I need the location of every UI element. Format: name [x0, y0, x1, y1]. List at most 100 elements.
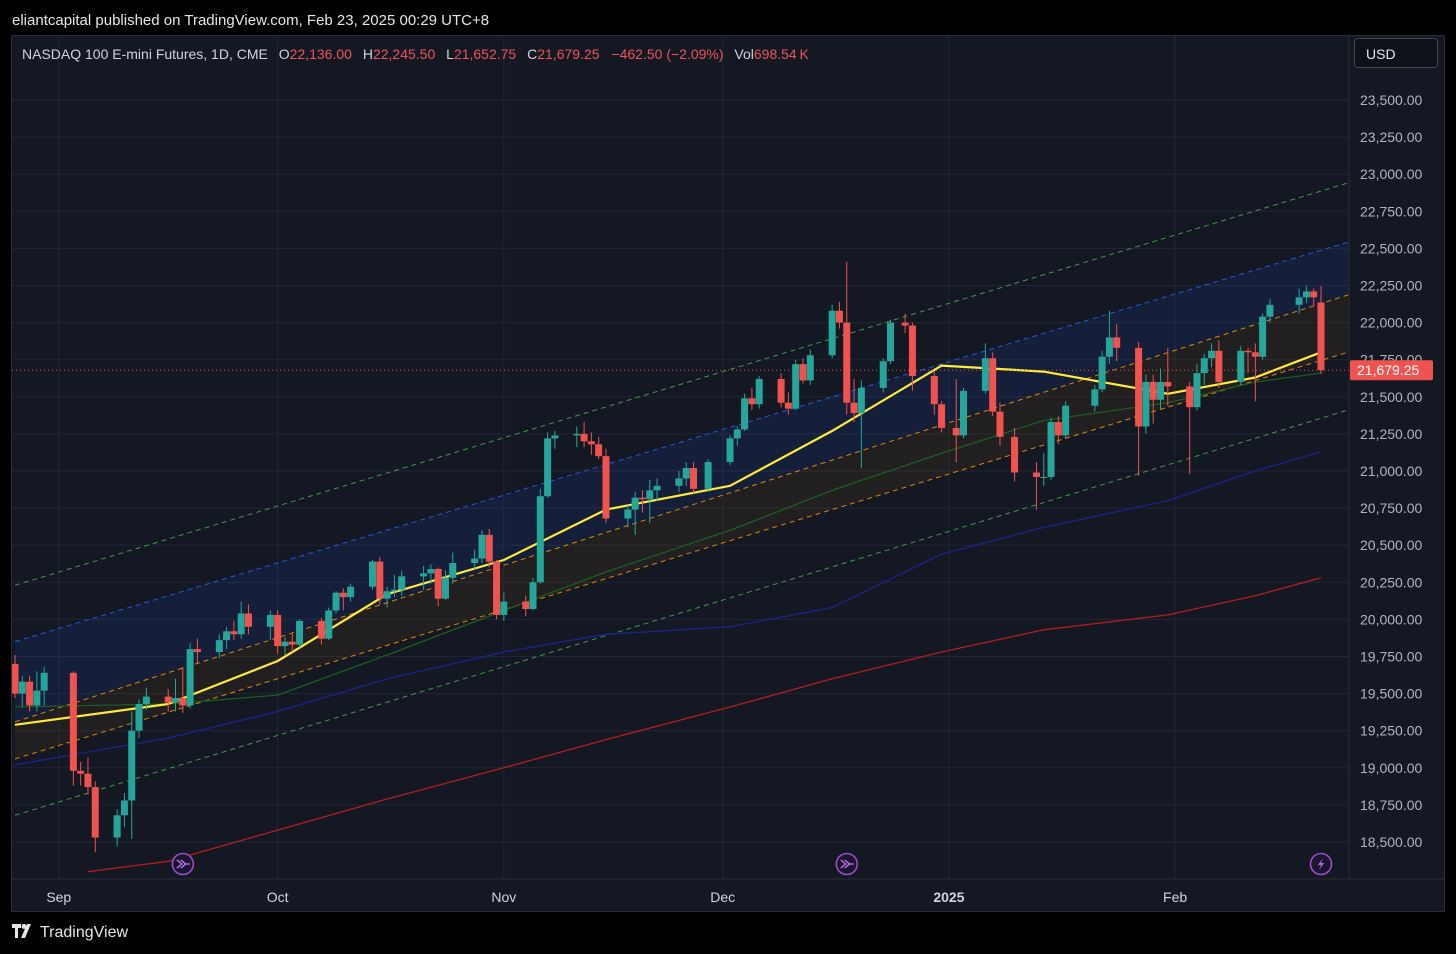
plot-area	[12, 36, 1349, 879]
candle-body	[172, 698, 180, 703]
candle	[369, 560, 377, 590]
candle	[347, 583, 355, 602]
candle	[500, 592, 508, 621]
candle-body	[296, 620, 304, 645]
ohlc-legend: NASDAQ 100 E-mini Futures, 1D, CME O22,1…	[22, 46, 809, 62]
candle	[1062, 401, 1070, 439]
last-price-tag: 21,679.25	[1350, 360, 1433, 381]
legend-vol-label: Vol	[734, 46, 754, 62]
candle	[595, 436, 603, 460]
candle	[26, 675, 34, 712]
candle-body	[427, 568, 435, 574]
y-tick-label: 20,750.00	[1360, 500, 1422, 516]
candle-body	[1237, 350, 1245, 382]
candle	[172, 678, 180, 712]
candle-body	[223, 631, 231, 641]
x-tick-label: Oct	[267, 889, 289, 905]
candle-body	[857, 387, 865, 414]
candle	[1193, 364, 1201, 411]
candle	[857, 380, 865, 469]
candle-body	[398, 576, 406, 590]
y-tick-label: 19,250.00	[1360, 723, 1422, 739]
candle-body	[441, 577, 449, 599]
candle-body	[1266, 304, 1274, 317]
candle-body	[1215, 350, 1223, 382]
candle-body	[164, 696, 172, 703]
candle-body	[325, 610, 333, 639]
candle	[1244, 347, 1252, 374]
y-tick-label: 18,750.00	[1360, 797, 1422, 813]
candle	[544, 432, 552, 498]
candle	[288, 632, 296, 653]
candle	[792, 359, 800, 411]
forward-arrow-icon[interactable]	[835, 852, 859, 876]
candle-body	[544, 438, 552, 497]
currency-button[interactable]: USD	[1354, 38, 1438, 68]
candle	[1135, 341, 1143, 476]
y-tick-label: 21,250.00	[1360, 426, 1422, 442]
candle-body	[646, 490, 654, 500]
candle-body	[1098, 356, 1106, 390]
candle	[843, 261, 851, 415]
candle-body	[26, 681, 34, 706]
candle	[1186, 381, 1194, 474]
candle-body	[704, 462, 712, 489]
candle-body	[77, 770, 85, 774]
candle-body	[536, 496, 544, 583]
candle-body	[843, 322, 851, 403]
candle	[244, 604, 252, 635]
candle-body	[901, 322, 909, 326]
candle	[1098, 350, 1106, 393]
channel-fill-middle	[15, 294, 1349, 759]
candle-body	[274, 614, 282, 647]
candle-body	[587, 441, 595, 445]
ma-long-line	[14, 450, 1322, 766]
legend-symbol: NASDAQ 100 E-mini Futures, 1D, CME	[22, 46, 268, 62]
candle-body	[631, 497, 639, 510]
forward-arrow-icon[interactable]	[171, 852, 195, 876]
candle	[215, 634, 223, 658]
candle	[1302, 285, 1310, 304]
candle	[1259, 313, 1267, 360]
tradingview-logo-icon	[12, 924, 34, 942]
candle	[485, 528, 493, 568]
candle-body	[777, 378, 785, 403]
chart-pane[interactable]: 23,500.00 23,250.00 23,000.00 22,750.00 22,5…	[11, 35, 1445, 912]
candle	[40, 666, 48, 706]
channel-line-0	[14, 182, 1349, 586]
candle-body	[12, 663, 19, 694]
candle-body	[1295, 297, 1303, 305]
candle	[1237, 346, 1245, 385]
y-tick-label: 21,000.00	[1360, 463, 1422, 479]
candle-body	[1047, 422, 1055, 477]
tradingview-brand[interactable]: TradingView	[12, 924, 128, 942]
candle	[938, 401, 946, 433]
candle-body	[485, 534, 493, 562]
y-tick-label: 19,000.00	[1360, 760, 1422, 776]
candle-body	[128, 730, 136, 801]
candle	[223, 626, 231, 650]
candle-body	[755, 378, 763, 405]
candle-body	[186, 649, 194, 706]
candle-body	[1011, 436, 1019, 473]
candle-body	[91, 787, 99, 838]
price-chart[interactable]: 23,500.00 23,250.00 23,000.00 22,750.00 22,5…	[12, 36, 1444, 911]
candle	[959, 387, 967, 439]
legend-open-label: O	[278, 46, 290, 62]
candle	[142, 687, 150, 710]
candle	[887, 319, 895, 365]
lightning-icon[interactable]	[1309, 852, 1333, 876]
candle-body	[142, 696, 150, 704]
candle-body	[33, 690, 41, 706]
y-tick-label: 22,500.00	[1360, 240, 1422, 256]
candle	[1149, 374, 1157, 424]
candle-body	[281, 641, 289, 647]
candle	[828, 304, 836, 359]
candle	[930, 371, 938, 415]
channel-line-1	[14, 241, 1349, 643]
candle-body	[1259, 316, 1267, 357]
candle-body	[573, 433, 581, 436]
candle	[981, 343, 989, 394]
candle	[332, 591, 340, 614]
candle	[427, 564, 435, 584]
